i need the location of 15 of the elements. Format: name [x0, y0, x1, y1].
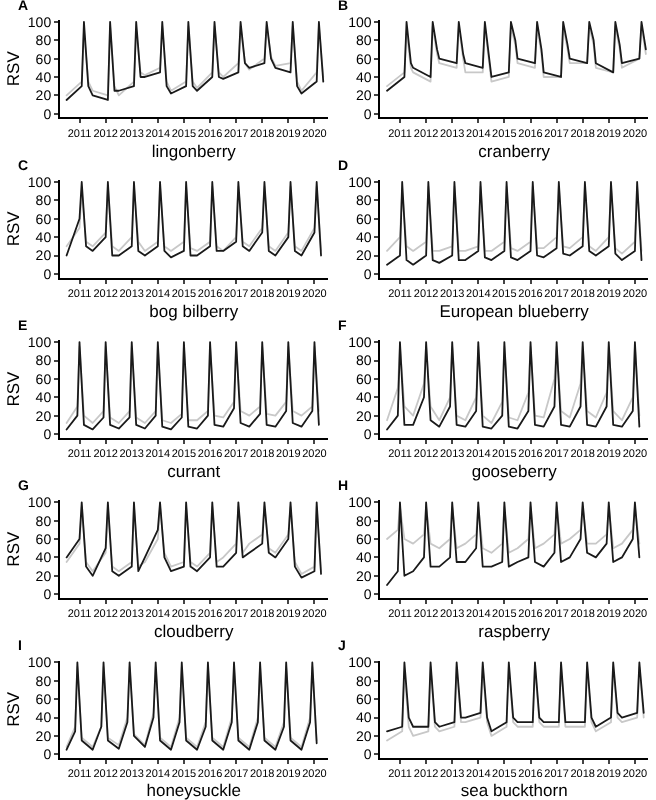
- x-axis-title: lingonberry: [151, 140, 238, 161]
- y-axis-title: RSV: [2, 210, 23, 247]
- x-axis-title: bog bilberry: [149, 300, 240, 321]
- y-axis-title: RSV: [2, 370, 23, 407]
- x-axis-title: European blueberry: [439, 300, 591, 321]
- y-axis-title: RSV: [2, 531, 23, 567]
- x-axis-title: gooseberry: [471, 460, 559, 481]
- x-axis-title: raspberry: [478, 621, 552, 642]
- x-axis-title: cranberry: [478, 140, 552, 161]
- x-axis-title: currant: [167, 460, 222, 481]
- x-axis-title: sea buckthorn: [460, 780, 569, 800]
- y-axis-title: RSV: [2, 50, 23, 87]
- x-axis-title: honeysuckle: [146, 780, 242, 800]
- y-axis-title: RSV: [2, 691, 23, 727]
- x-axis-title: cloudberry: [154, 621, 235, 642]
